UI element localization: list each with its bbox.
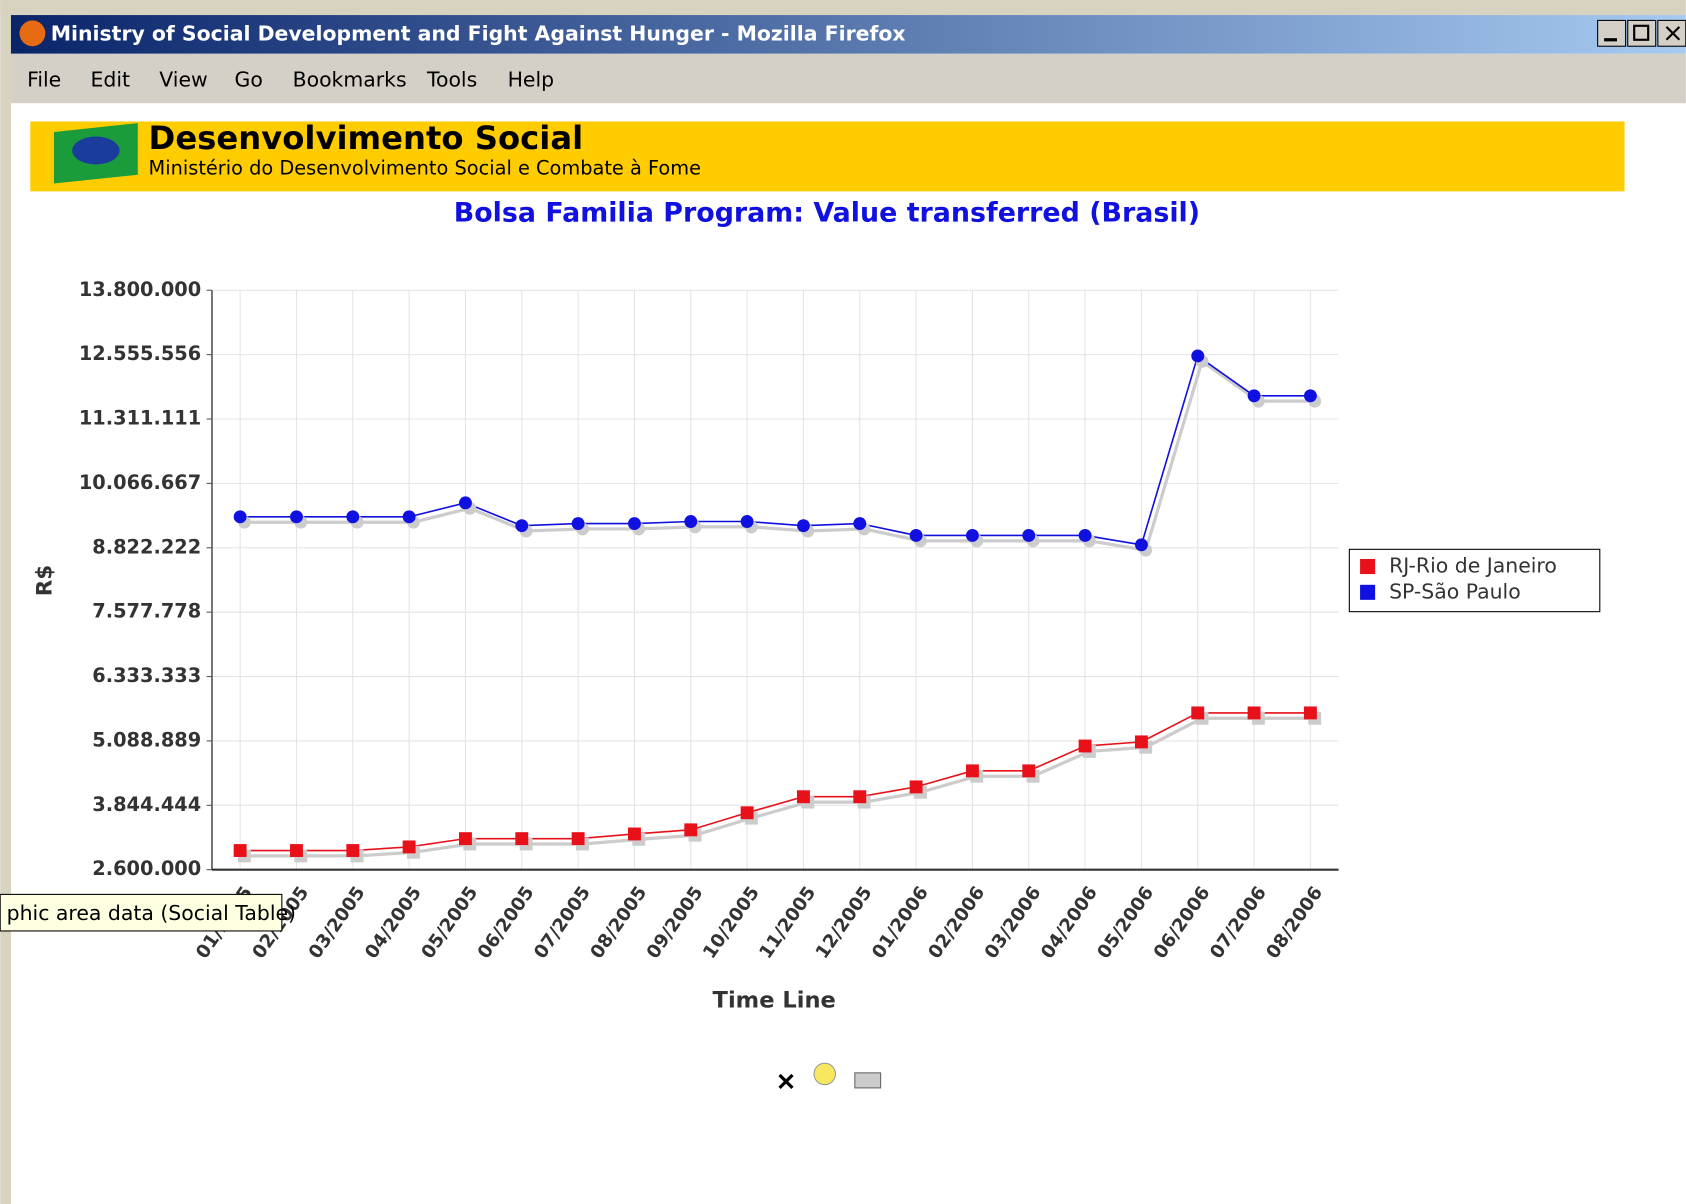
desktop-strip [0, 0, 1686, 16]
plot-area [211, 290, 1339, 870]
y-tick-label: 5.088.889 [92, 728, 201, 751]
legend-box [1348, 548, 1601, 613]
y-tick-label: 8.822.222 [92, 535, 201, 558]
y-tick-label: 2.600.000 [92, 857, 201, 880]
legend-swatch [1360, 559, 1376, 575]
marker [1134, 538, 1148, 552]
marker [684, 515, 698, 528]
flag-globe [72, 136, 120, 165]
marker [1191, 349, 1205, 363]
y-tick-label: 13.800.000 [79, 278, 201, 301]
menu-item[interactable]: Tools [426, 68, 477, 92]
menu-item[interactable]: File [27, 68, 61, 92]
close-glyph [1665, 26, 1681, 41]
menu-item[interactable]: Go [235, 68, 263, 92]
y-tick-label: 6.333.333 [92, 664, 201, 687]
y-tick-label: 12.555.556 [79, 342, 201, 365]
marker [1247, 389, 1261, 403]
menu-bar [10, 53, 1686, 104]
marker [909, 529, 923, 542]
hint-icon[interactable] [813, 1062, 837, 1086]
print-icon[interactable] [854, 1072, 882, 1089]
window-frame [0, 0, 11, 1204]
maximize-glyph [1633, 24, 1650, 41]
marker [853, 790, 867, 804]
marker [796, 790, 810, 804]
tooltip [0, 893, 283, 932]
marker [965, 764, 979, 778]
y-tick-label: 11.311.111 [79, 407, 201, 430]
marker [628, 517, 641, 531]
banner-subtitle: Ministério do Desenvolvimento Social e C… [149, 156, 701, 179]
marker [1247, 706, 1261, 720]
menu-item[interactable]: Bookmarks [293, 68, 407, 92]
marker [1303, 389, 1317, 403]
marker [684, 823, 698, 837]
marker [233, 510, 247, 524]
y-tick-label: 7.577.778 [92, 600, 201, 623]
marker [1022, 529, 1036, 542]
marker [346, 510, 360, 524]
firefox-icon [19, 20, 46, 47]
legend-label: RJ-Rio de Janeiro [1389, 554, 1557, 578]
marker [740, 806, 754, 820]
menu-items: File Edit View Go Bookmarks Tools Help [27, 68, 554, 92]
maximize-button[interactable] [1627, 19, 1657, 47]
chart-title: Bolsa Familia Program: Value transferred… [454, 197, 1200, 228]
close-icon[interactable] [778, 1073, 794, 1090]
menu-item[interactable]: Help [508, 68, 555, 92]
window-title: Ministry of Social Development and Fight… [51, 21, 906, 45]
y-axis-label: R$ [32, 565, 57, 597]
series-line [240, 712, 1311, 852]
y-tick-label: 10.066.667 [79, 471, 201, 494]
marker [233, 844, 247, 857]
legend-swatch [1360, 584, 1376, 600]
marker [1191, 706, 1205, 720]
marker [1303, 706, 1317, 720]
marker [853, 517, 867, 531]
marker [628, 827, 641, 841]
marker [571, 832, 585, 846]
marker [1134, 735, 1148, 749]
tooltip-text: phic area data (Social Table) [7, 901, 296, 925]
banner-title: Desenvolvimento Social [149, 119, 584, 157]
x-axis-label: Time Line [713, 987, 836, 1013]
menu-item[interactable]: Edit [91, 68, 131, 92]
title-bar [10, 15, 1686, 54]
marker [909, 780, 923, 794]
menu-item[interactable]: View [159, 68, 207, 92]
marker [402, 510, 416, 524]
marker [515, 832, 529, 846]
marker [346, 844, 360, 857]
y-tick-label: 3.844.444 [92, 793, 201, 816]
marker [402, 840, 416, 854]
marker [459, 496, 472, 510]
window-controls[interactable] [1597, 19, 1686, 47]
marker [515, 519, 529, 533]
marker [1078, 529, 1092, 542]
marker [290, 510, 303, 524]
toolbar-icons [778, 1062, 882, 1090]
marker [459, 832, 472, 846]
marker [796, 519, 810, 533]
marker [571, 517, 585, 531]
marker [1078, 739, 1092, 753]
marker [965, 529, 979, 542]
series-line [240, 354, 1311, 546]
marker [290, 844, 303, 857]
marker [1022, 764, 1036, 778]
banner [30, 121, 1625, 192]
legend-label: SP-São Paulo [1389, 579, 1521, 603]
minimize-button[interactable] [1597, 19, 1627, 47]
marker [740, 515, 754, 528]
